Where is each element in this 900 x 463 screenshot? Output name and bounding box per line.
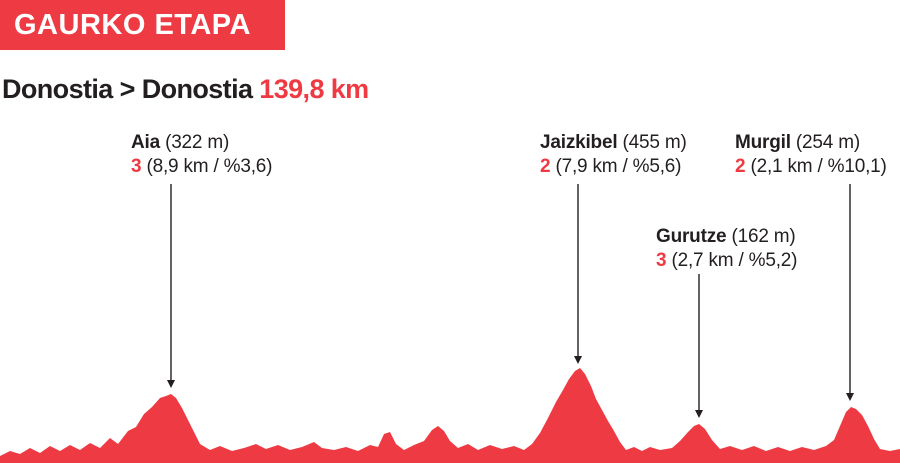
climb-label-aia: Aia (322 m) 3 (8,9 km / %3,6) xyxy=(131,131,272,179)
climb-arrows xyxy=(167,184,854,418)
climb-category: 3 xyxy=(656,250,667,271)
arrow-jaizkibel-head xyxy=(574,356,582,364)
climb-elevation: (322 m) xyxy=(165,132,230,153)
arrow-gurutze-head xyxy=(695,410,703,418)
climb-name: Jaizkibel xyxy=(540,132,618,153)
route-title: Donostia > Donostia 139,8 km xyxy=(2,74,369,105)
section-banner: GAURKO ETAPA xyxy=(0,0,285,50)
climb-details: (8,9 km / %3,6) xyxy=(146,156,273,177)
route-to: Donostia xyxy=(141,74,253,104)
route-from: Donostia xyxy=(2,74,113,104)
arrow-aia-head xyxy=(167,380,175,388)
elevation-profile-area xyxy=(0,368,900,463)
climb-label-murgil: Murgil (254 m) 2 (2,1 km / %10,1) xyxy=(735,131,887,179)
climb-category: 2 xyxy=(735,156,746,177)
climb-name: Murgil xyxy=(735,132,791,153)
climb-details: (7,9 km / %5,6) xyxy=(555,156,682,177)
climb-label-gurutze: Gurutze (162 m) 3 (2,7 km / %5,2) xyxy=(656,225,797,273)
climb-details: (2,7 km / %5,2) xyxy=(671,250,798,271)
climb-name: Gurutze xyxy=(656,226,727,247)
climb-label-jaizkibel: Jaizkibel (455 m) 2 (7,9 km / %5,6) xyxy=(540,131,687,179)
arrow-murgil-head xyxy=(846,393,854,401)
climb-elevation: (162 m) xyxy=(731,226,796,247)
climb-elevation: (254 m) xyxy=(795,132,860,153)
banner-title: GAURKO ETAPA xyxy=(14,8,251,41)
climb-details: (2,1 km / %10,1) xyxy=(750,156,887,177)
climb-name: Aia xyxy=(131,132,160,153)
route-separator: > xyxy=(119,74,136,104)
climb-category: 3 xyxy=(131,156,142,177)
climb-elevation: (455 m) xyxy=(622,132,687,153)
climb-category: 2 xyxy=(540,156,551,177)
route-distance: 139,8 km xyxy=(259,74,369,104)
